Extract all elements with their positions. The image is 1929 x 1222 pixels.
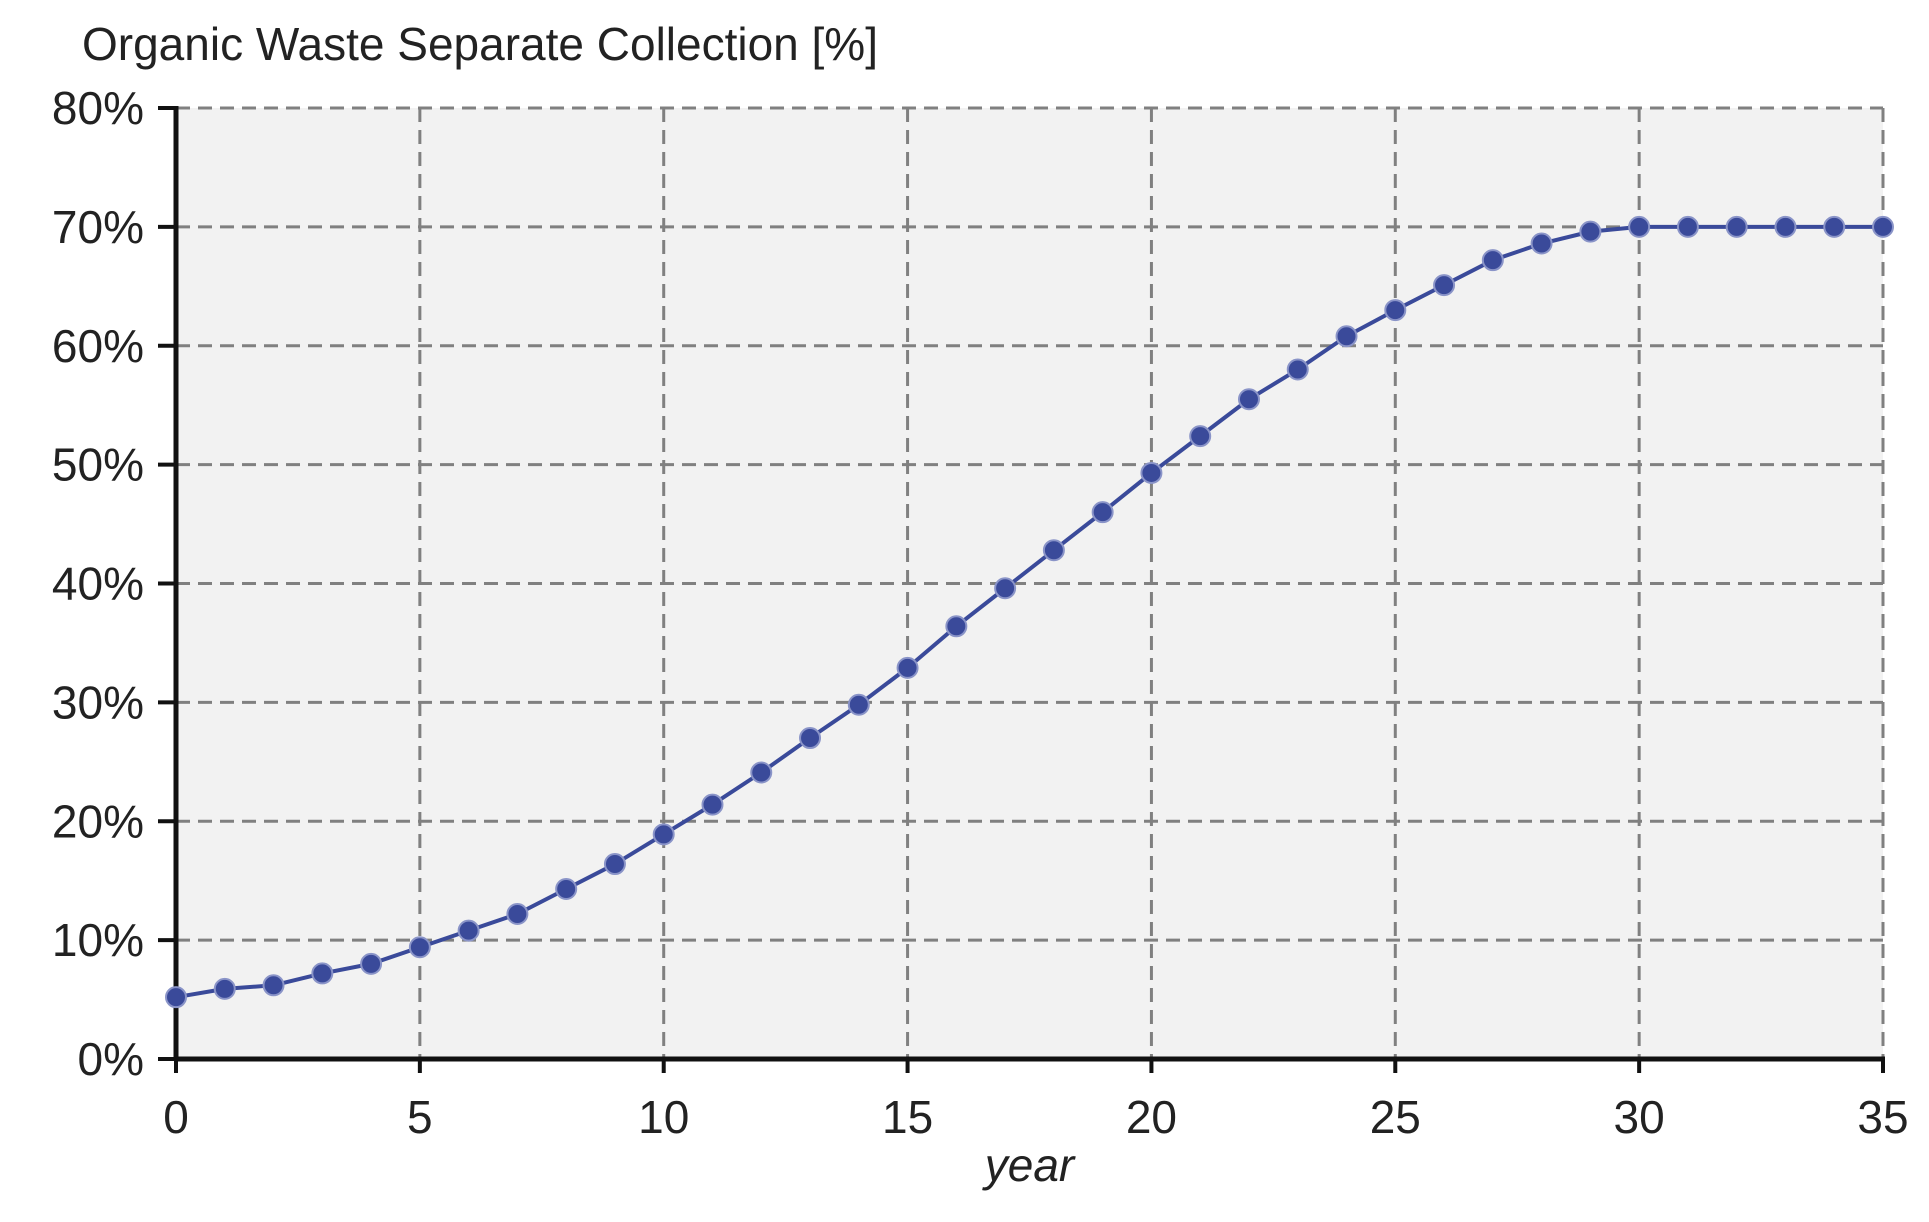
data-point [555,878,578,901]
data-point [311,962,334,985]
data-point [1384,299,1407,322]
y-tick-label: 80% [52,82,144,134]
data-point [457,919,480,942]
data-point [1286,358,1309,381]
data-point [750,761,773,784]
data-point [1091,501,1114,524]
data-point [1189,425,1212,448]
data-point [506,902,529,925]
data-point [213,977,236,1000]
series [165,215,1894,1009]
plot-area [176,108,1883,1059]
data-point [1140,461,1163,484]
y-tick-label: 0% [78,1033,144,1085]
data-point [1237,388,1260,411]
data-point [945,615,968,638]
data-point [262,974,285,997]
grid [176,106,1885,1059]
x-tick-label: 30 [1614,1091,1665,1143]
data-point [1433,274,1456,297]
x-axis-label: year [982,1139,1076,1191]
data-point [847,693,870,716]
data-point [1530,232,1553,255]
data-point [408,936,431,959]
x-tick-label: 0 [163,1091,189,1143]
y-tick-label: 70% [52,201,144,253]
y-tick-label: 50% [52,439,144,491]
data-point [1725,215,1748,238]
data-point [1335,325,1358,348]
tick-labels: 0% 10% 20% 30% 40% 50% 60% 70% 80% 0 5 10 15 20 25 30 35 [52,82,1909,1143]
data-point [1481,249,1504,272]
data-point [603,853,626,876]
data-point [1774,215,1797,238]
x-tick-label: 5 [407,1091,433,1143]
data-point [1823,215,1846,238]
y-tick-label: 60% [52,320,144,372]
data-point [165,986,187,1009]
data-point [360,952,383,975]
data-point [701,793,724,816]
x-tick-label: 15 [882,1091,933,1143]
y-tick-label: 40% [52,558,144,610]
data-point [1579,220,1602,243]
chart-title: Organic Waste Separate Collection [%] [82,18,878,70]
x-tick-label: 20 [1126,1091,1177,1143]
data-point [652,823,675,846]
axes [158,106,1885,1073]
data-point [994,577,1017,600]
x-tick-label: 10 [638,1091,689,1143]
data-point [1042,539,1065,562]
data-point [1676,215,1699,238]
y-tick-label: 20% [52,795,144,847]
data-point [1872,215,1894,238]
data-point [1628,215,1651,238]
y-tick-label: 30% [52,676,144,728]
data-point [896,656,919,679]
x-tick-label: 35 [1857,1091,1908,1143]
y-tick-label: 10% [52,914,144,966]
x-tick-label: 25 [1370,1091,1421,1143]
data-point [799,727,822,750]
